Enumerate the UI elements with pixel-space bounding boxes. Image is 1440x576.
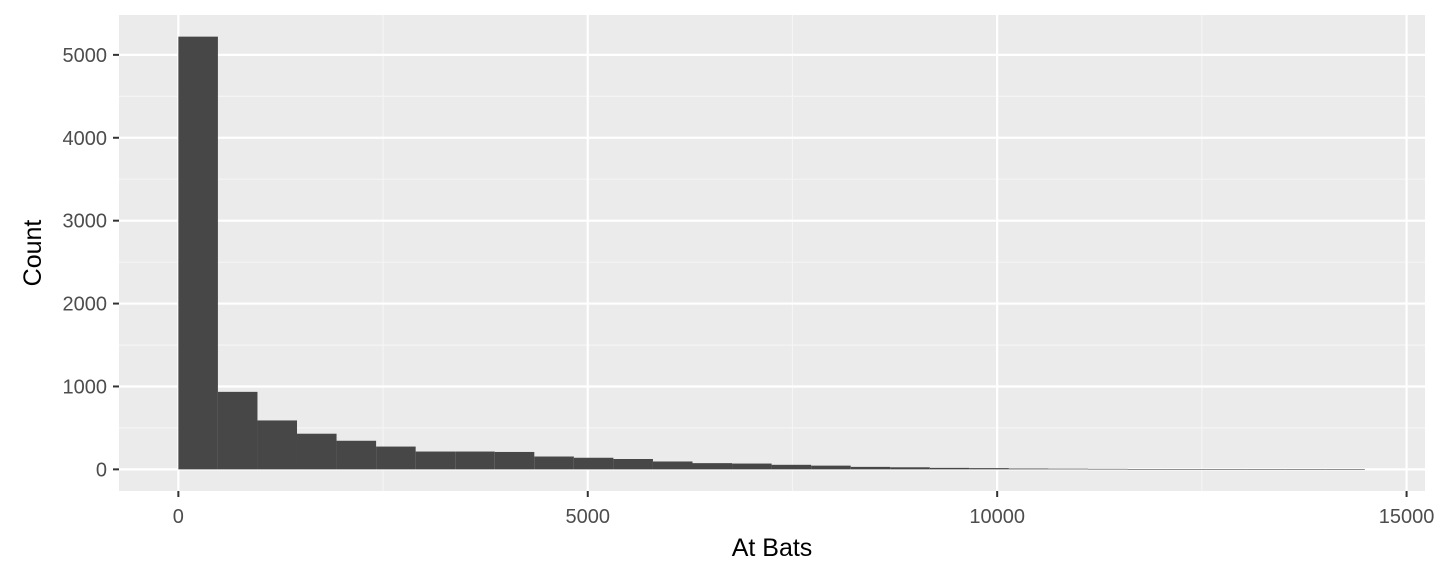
histogram-bar bbox=[178, 36, 218, 470]
histogram-bar bbox=[1008, 468, 1049, 470]
x-axis-title: At Bats bbox=[732, 534, 813, 562]
y-tick-label: 5000 bbox=[63, 45, 108, 67]
histogram-bar bbox=[1246, 469, 1286, 470]
y-tick-label: 1000 bbox=[63, 376, 108, 398]
histogram-bar bbox=[1325, 469, 1365, 470]
histogram-bar bbox=[455, 451, 495, 470]
y-axis-title: Count bbox=[19, 220, 47, 287]
x-axis-ticks: 0 5000 10000 15000 bbox=[173, 491, 1435, 528]
histogram-bar bbox=[534, 456, 574, 470]
histogram-bar bbox=[652, 461, 693, 470]
histogram-bars bbox=[178, 36, 1365, 470]
histogram-bar bbox=[969, 468, 1009, 470]
y-tick-label: 3000 bbox=[63, 211, 108, 233]
histogram-bar bbox=[929, 467, 970, 470]
minor-grid bbox=[119, 15, 1425, 491]
y-tick-label: 4000 bbox=[63, 128, 108, 150]
histogram-bar bbox=[336, 440, 377, 470]
histogram-bar bbox=[613, 459, 653, 470]
histogram-bar bbox=[1167, 469, 1207, 470]
histogram-bar bbox=[811, 465, 851, 470]
histogram-bar bbox=[850, 466, 891, 470]
x-tick-label: 0 bbox=[173, 506, 184, 528]
histogram-bar bbox=[1048, 468, 1088, 470]
histogram-bar bbox=[1206, 469, 1247, 470]
histogram-bar bbox=[297, 433, 337, 470]
x-tick-label: 5000 bbox=[566, 506, 611, 528]
x-tick-label: 15000 bbox=[1379, 506, 1435, 528]
histogram-bar bbox=[1127, 469, 1168, 470]
histogram-bar bbox=[1285, 469, 1326, 470]
y-axis-ticks: 0 1000 2000 3000 4000 5000 bbox=[63, 45, 119, 481]
y-tick-label: 2000 bbox=[63, 294, 108, 316]
histogram-bar bbox=[1087, 468, 1128, 470]
histogram-bar bbox=[771, 464, 812, 470]
histogram-bar bbox=[494, 451, 535, 470]
x-tick-label: 10000 bbox=[969, 506, 1025, 528]
histogram-bar bbox=[257, 420, 298, 470]
histogram-bar bbox=[415, 451, 456, 470]
histogram-bar bbox=[692, 463, 733, 470]
plot-panel bbox=[119, 15, 1425, 491]
histogram-bar bbox=[376, 446, 416, 470]
histogram-bar bbox=[217, 391, 258, 470]
histogram-bar bbox=[573, 457, 614, 470]
histogram-bar bbox=[732, 463, 772, 470]
histogram-bar bbox=[890, 467, 930, 470]
y-tick-label: 0 bbox=[96, 459, 107, 481]
